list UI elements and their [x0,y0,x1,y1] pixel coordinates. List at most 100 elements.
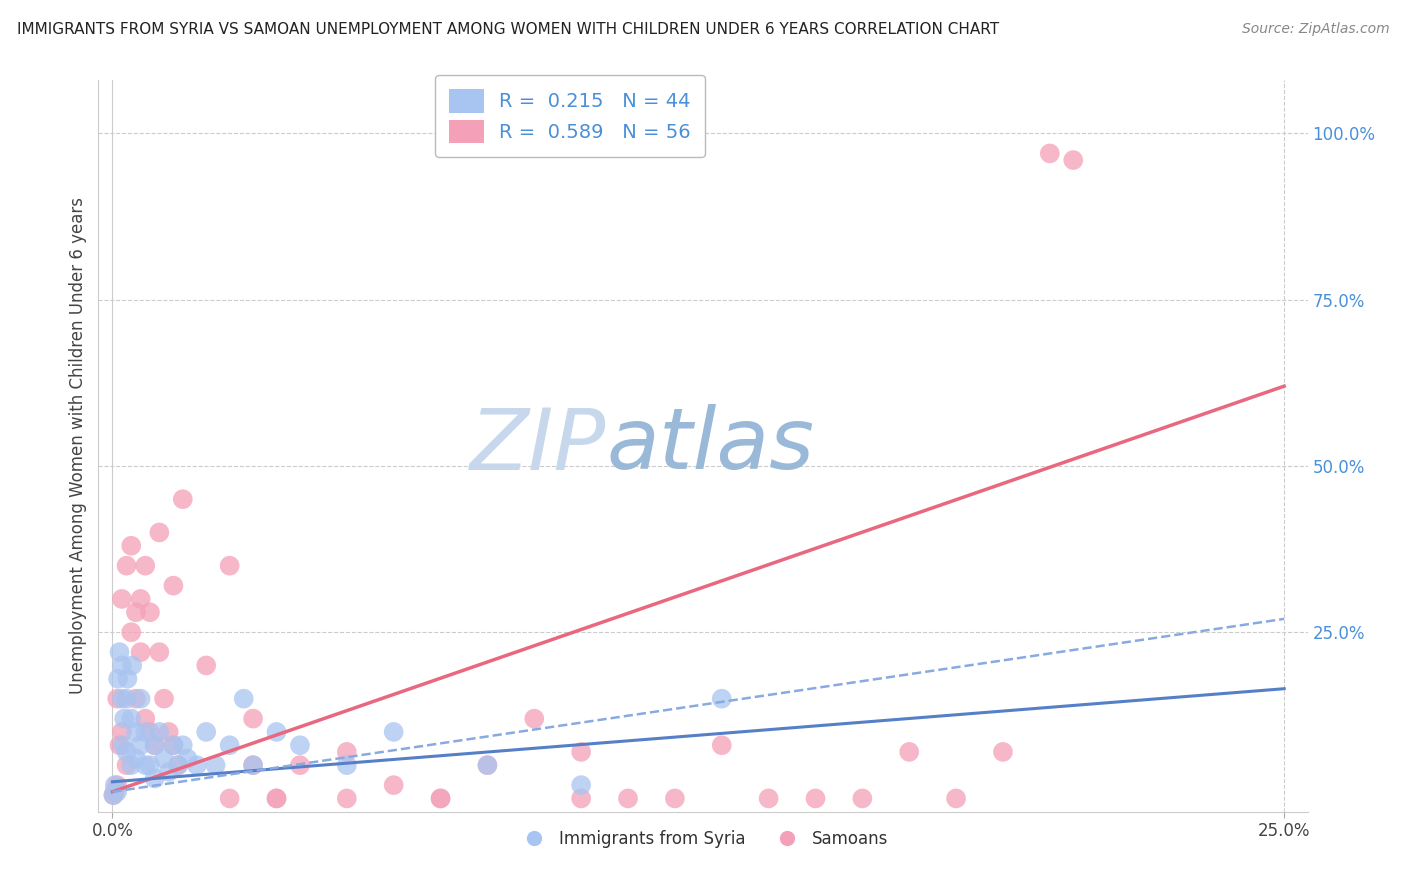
Point [108,738,131,752]
Point [242,758,264,772]
Point [429,791,451,805]
Point [157,725,180,739]
Point [242,712,264,726]
Point [232,691,254,706]
Point [851,791,873,805]
Point [617,791,640,805]
Point [143,738,166,752]
Point [477,758,499,772]
Point [710,691,733,706]
Point [945,791,967,805]
Point [139,605,162,619]
Point [266,791,288,805]
Point [115,558,138,573]
Point [105,691,128,706]
Point [117,672,139,686]
Point [153,691,176,706]
Point [266,791,288,805]
Point [111,591,134,606]
Point [103,788,125,802]
Point [134,758,156,772]
Point [162,579,184,593]
Point [105,785,128,799]
Point [218,791,240,805]
Point [121,658,143,673]
Point [125,751,148,765]
Point [111,725,134,739]
Point [103,788,125,802]
Point [134,558,156,573]
Point [139,725,162,739]
Point [288,738,311,752]
Point [139,758,162,772]
Y-axis label: Unemployment Among Women with Children Under 6 years: Unemployment Among Women with Children U… [69,197,87,695]
Point [111,691,134,706]
Point [172,738,194,752]
Legend: Immigrants from Syria, Samoans: Immigrants from Syria, Samoans [510,823,896,855]
Point [148,645,170,659]
Point [523,712,546,726]
Point [991,745,1014,759]
Point [112,712,135,726]
Point [288,758,311,772]
Point [120,712,142,726]
Text: Source: ZipAtlas.com: Source: ZipAtlas.com [1241,22,1389,37]
Point [569,778,592,792]
Point [125,605,148,619]
Point [105,778,128,792]
Point [176,751,198,765]
Point [111,658,134,673]
Point [153,751,176,765]
Text: atlas: atlas [606,404,814,488]
Point [204,758,226,772]
Point [162,738,184,752]
Point [758,791,780,805]
Point [429,791,451,805]
Point [1062,153,1084,167]
Point [115,758,138,772]
Point [143,772,166,786]
Point [111,738,134,752]
Point [569,745,592,759]
Point [120,758,142,772]
Point [148,725,170,739]
Point [120,539,142,553]
Point [104,785,127,799]
Point [129,691,152,706]
Point [382,778,405,792]
Point [167,758,190,772]
Point [172,492,194,507]
Point [569,791,592,805]
Text: ZIP: ZIP [470,404,606,488]
Point [336,745,359,759]
Point [1039,146,1062,161]
Point [218,558,240,573]
Point [710,738,733,752]
Point [157,764,180,779]
Point [129,645,152,659]
Point [382,725,405,739]
Point [125,691,148,706]
Point [148,525,170,540]
Point [107,672,129,686]
Point [242,758,264,772]
Point [143,738,166,752]
Point [266,725,288,739]
Point [336,791,359,805]
Point [186,758,208,772]
Point [195,658,218,673]
Point [120,625,142,640]
Point [336,758,359,772]
Point [115,691,138,706]
Point [804,791,827,805]
Point [218,738,240,752]
Point [104,778,127,792]
Point [664,791,686,805]
Point [898,745,921,759]
Point [477,758,499,772]
Point [129,591,152,606]
Point [134,712,156,726]
Point [134,725,156,739]
Point [115,745,138,759]
Point [195,725,218,739]
